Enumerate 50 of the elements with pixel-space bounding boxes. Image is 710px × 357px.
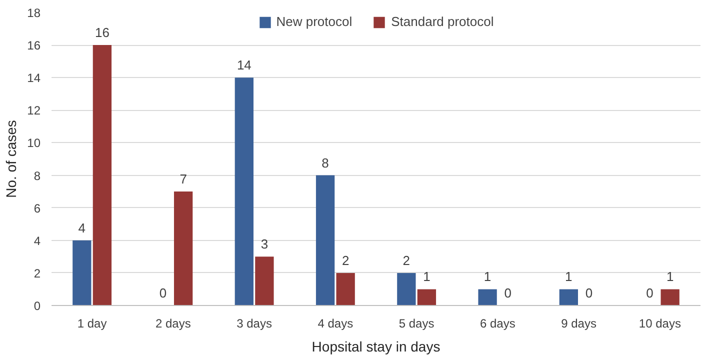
- bar: [255, 256, 274, 306]
- x-tick-label: 10 days: [638, 316, 681, 330]
- bar: [478, 289, 497, 306]
- bar: [316, 175, 335, 306]
- data-label: 3: [260, 236, 268, 252]
- y-axis-title: No. of cases: [3, 120, 20, 198]
- bar: [417, 289, 436, 306]
- data-label: 16: [94, 25, 110, 40]
- data-label: 0: [585, 286, 593, 300]
- bar: [174, 192, 193, 306]
- y-tick-label: 10: [27, 136, 41, 150]
- x-tick-label: 4 days: [318, 316, 354, 330]
- bar: [72, 240, 92, 306]
- y-tick-label: 16: [27, 38, 41, 53]
- x-tick-label: 6 days: [480, 316, 516, 330]
- x-tick-label: 3 days: [236, 316, 272, 330]
- x-tick-label: 9 days: [561, 316, 596, 330]
- data-label: 0: [646, 286, 654, 300]
- bar: [559, 289, 578, 306]
- bar: [92, 45, 112, 306]
- bar: [397, 272, 416, 306]
- data-label: 0: [504, 286, 512, 300]
- data-label: 0: [159, 286, 167, 300]
- y-tick-label: 18: [27, 6, 41, 20]
- x-tick-label: 5 days: [398, 316, 434, 330]
- y-tick-label: 0: [34, 299, 41, 313]
- legend-label: Standard protocol: [391, 14, 494, 29]
- data-label: 14: [236, 58, 252, 73]
- bar: [234, 78, 254, 306]
- y-tick-label: 8: [34, 168, 41, 183]
- data-label: 2: [342, 252, 350, 268]
- data-label: 1: [423, 269, 430, 284]
- y-tick-label: 12: [27, 104, 41, 118]
- data-label: 1: [484, 269, 492, 284]
- x-tick-label: 1 day: [77, 316, 107, 330]
- y-tick-label: 14: [27, 71, 41, 86]
- y-tick-label: 2: [34, 266, 41, 280]
- data-label: 1: [565, 269, 572, 284]
- bar: [336, 272, 355, 306]
- data-label: 8: [322, 155, 329, 170]
- legend-label: New protocol: [276, 14, 352, 29]
- data-label: 4: [78, 220, 86, 236]
- y-tick-label: 4: [34, 234, 41, 248]
- y-tick-label: 6: [34, 201, 41, 216]
- bar: [660, 289, 680, 306]
- x-tick-label: 2 days: [156, 316, 191, 330]
- data-label: 7: [180, 172, 187, 187]
- data-label: 1: [666, 269, 674, 284]
- data-label: 2: [402, 252, 410, 268]
- x-axis-title: Hopsital stay in days: [312, 338, 440, 354]
